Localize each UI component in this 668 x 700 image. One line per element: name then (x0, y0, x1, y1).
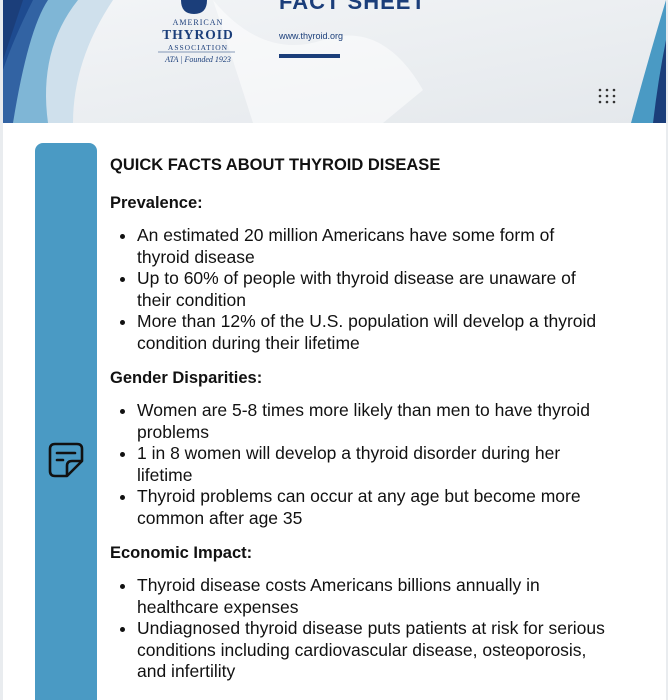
url: www.thyroid.org (279, 31, 344, 41)
bullet-item: Undiagnosed thyroid disease puts patient… (137, 618, 607, 683)
section-heading: Economic Impact: (110, 544, 253, 562)
bullet-list: An estimated 20 million Americans have s… (110, 225, 607, 354)
note-icon (48, 442, 84, 478)
sidebar (35, 143, 97, 700)
content: QUICK FACTS ABOUT THYROID DISEASE Preval… (110, 153, 610, 695)
bullet-item: Women are 5-8 times more likely than men… (137, 400, 607, 443)
bullet-item: More than 12% of the U.S. population wil… (137, 311, 607, 354)
card: QUICK FACTS ABOUT THYROID DISEASE Preval… (3, 123, 666, 700)
bullet-item: Thyroid problems can occur at any age bu… (137, 486, 607, 529)
bullet-list: Thyroid disease costs Americans billions… (110, 575, 607, 683)
header-art (3, 0, 666, 123)
section-heading: Prevalence: (110, 194, 203, 212)
title: FACT SHEET (279, 0, 426, 14)
logo-line: ASSOCIATION (167, 43, 229, 52)
bullet-item: An estimated 20 million Americans have s… (137, 225, 607, 268)
logo-line: AMERICAN (172, 18, 224, 27)
bullet-item: Thyroid disease costs Americans billions… (137, 575, 607, 618)
header: AMERICAN THYROID ASSOCIATION ATA | Found… (3, 0, 666, 123)
logo-line: ATA | Founded 1923 (165, 55, 231, 64)
bullet-list: Women are 5-8 times more likely than men… (110, 400, 607, 529)
sections: Prevalence: An estimated 20 million Ameri… (110, 191, 610, 683)
section-heading: Gender Disparities: (110, 369, 263, 387)
content-title: QUICK FACTS ABOUT THYROID DISEASE (110, 156, 441, 174)
bullet-item: 1 in 8 women will develop a thyroid diso… (137, 443, 607, 486)
bullet-item: Up to 60% of people with thyroid disease… (137, 268, 607, 311)
logo-line: THYROID (162, 27, 234, 42)
